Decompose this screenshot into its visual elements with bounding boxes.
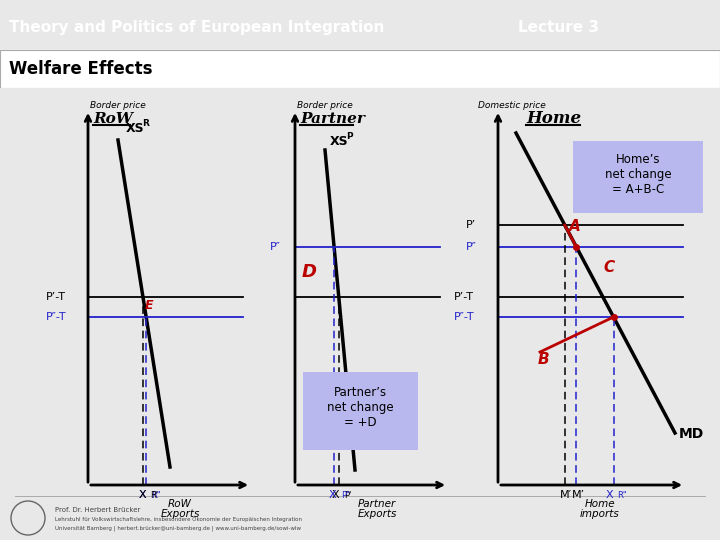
Text: Home’s
net change
= A+B-C: Home’s net change = A+B-C [605, 152, 671, 195]
Text: M’: M’ [572, 490, 585, 500]
Text: E: E [145, 299, 153, 312]
Text: M′: M′ [559, 490, 572, 500]
Text: X: X [332, 490, 339, 500]
Text: C: C [603, 260, 614, 275]
Text: R': R' [150, 491, 158, 500]
Text: R: R [142, 119, 149, 128]
Text: R": R" [151, 491, 161, 500]
Text: Partner’s
net change
= +D: Partner’s net change = +D [327, 386, 394, 429]
Text: X: X [139, 490, 147, 500]
Text: P": P" [341, 491, 350, 500]
Text: MD: MD [679, 427, 704, 441]
Text: Exports: Exports [161, 509, 199, 519]
Text: Home: Home [585, 499, 616, 509]
Text: B: B [538, 352, 549, 367]
Text: Home: Home [526, 110, 581, 127]
Text: Exports: Exports [357, 509, 397, 519]
Text: R": R" [618, 491, 627, 500]
Text: Theory and Politics of European Integration: Theory and Politics of European Integrat… [9, 20, 384, 35]
Text: Welfare Effects: Welfare Effects [9, 60, 153, 78]
Text: Lehrstuhl für Volkswirtschaftslehre, insbesondere Ökonomie der Europäischen Inte: Lehrstuhl für Volkswirtschaftslehre, ins… [55, 516, 302, 522]
Text: P″-T: P″-T [454, 312, 474, 322]
Bar [573, 141, 703, 213]
Text: XS: XS [126, 122, 145, 135]
Text: P″: P″ [466, 242, 477, 252]
Text: P″-T: P″-T [46, 312, 67, 322]
Text: XS: XS [330, 135, 348, 148]
Text: Domestic price: Domestic price [478, 101, 546, 110]
Text: Border price: Border price [90, 101, 145, 110]
Text: P’-T: P’-T [46, 292, 66, 302]
Text: RoW: RoW [93, 112, 133, 126]
Text: X: X [606, 490, 613, 500]
Text: Partner: Partner [300, 112, 365, 126]
Text: P’-T: P’-T [454, 292, 474, 302]
Text: Lecture 3: Lecture 3 [518, 20, 599, 35]
Bar [303, 372, 418, 450]
Text: Universität Bamberg | herbert.brücker@uni-bamberg.de | www.uni-bamberg.de/sowi-w: Universität Bamberg | herbert.brücker@un… [55, 525, 301, 530]
Text: P: P [346, 132, 353, 141]
Text: X: X [139, 490, 147, 500]
Text: P’: P’ [466, 220, 476, 230]
Text: P″: P″ [270, 242, 281, 252]
Text: X: X [329, 490, 337, 500]
Text: Prof. Dr. Herbert Brücker: Prof. Dr. Herbert Brücker [55, 507, 140, 513]
Text: Partner: Partner [358, 499, 396, 509]
Text: RoW: RoW [168, 499, 192, 509]
Text: A: A [569, 219, 580, 234]
Text: P': P' [343, 491, 351, 500]
Text: imports: imports [580, 509, 620, 519]
Text: Border price: Border price [297, 101, 353, 110]
Text: D: D [302, 263, 316, 281]
